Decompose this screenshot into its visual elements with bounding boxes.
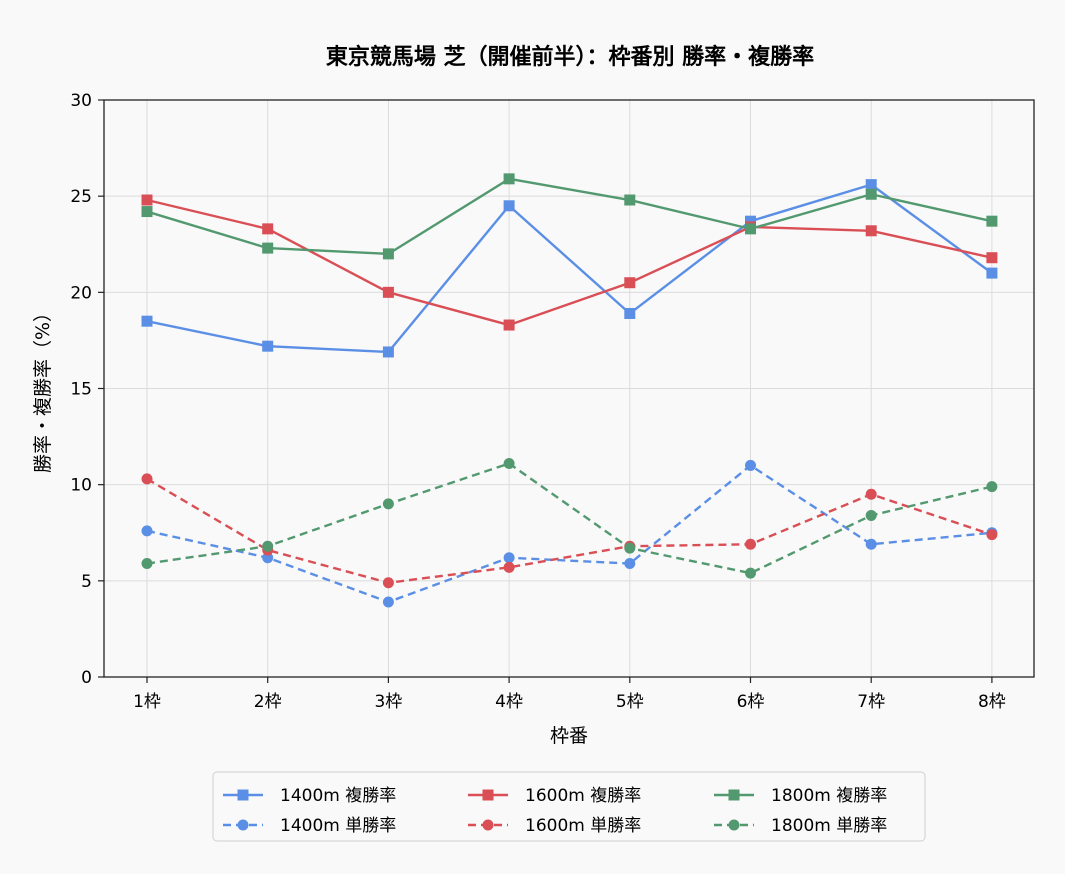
series-layer	[141, 173, 998, 608]
data-point	[503, 200, 515, 212]
data-point	[745, 459, 756, 471]
series-5	[141, 458, 998, 579]
data-point	[986, 252, 998, 264]
data-point	[865, 225, 877, 237]
y-tick-label: 25	[70, 187, 92, 207]
series-line	[146, 477, 993, 584]
y-tick-label: 30	[70, 91, 92, 111]
legend-marker	[728, 789, 740, 801]
data-point	[865, 509, 877, 521]
x-tick-label: 7枠	[857, 692, 885, 712]
legend-item: 1800m 単勝率	[714, 816, 887, 836]
data-point	[745, 538, 756, 550]
series-4	[141, 173, 998, 260]
data-point	[262, 540, 274, 552]
series-line	[146, 177, 993, 256]
data-point	[745, 223, 756, 235]
legend-label: 1400m 単勝率	[280, 816, 396, 836]
x-tick-label: 4枠	[495, 692, 523, 712]
data-point	[382, 596, 394, 608]
x-tick-label: 3枠	[374, 692, 402, 712]
data-point	[986, 267, 998, 279]
legend-label: 1600m 単勝率	[525, 816, 641, 836]
series-1	[141, 459, 998, 608]
series-line	[146, 183, 993, 354]
legend-item: 1800m 複勝率	[714, 786, 887, 806]
data-point	[745, 567, 756, 579]
data-point	[624, 542, 636, 554]
data-point	[624, 307, 636, 319]
series-line	[146, 198, 993, 327]
legend-box	[212, 771, 926, 842]
data-point	[262, 242, 274, 254]
data-point	[141, 525, 153, 537]
x-tick-label: 5枠	[616, 692, 644, 712]
data-point	[986, 481, 998, 493]
data-point	[141, 558, 153, 570]
y-axis-label: 勝率・複勝率（%）	[32, 303, 54, 473]
data-point	[745, 215, 756, 227]
legend-label: 1400m 複勝率	[280, 786, 396, 806]
data-point	[624, 194, 636, 206]
data-point	[382, 248, 394, 260]
series-line	[146, 464, 993, 604]
legend-label: 1800m 単勝率	[771, 816, 887, 836]
legend-marker	[237, 819, 249, 831]
data-point	[865, 188, 877, 200]
x-tick-label: 2枠	[254, 692, 282, 712]
legend-item: 1600m 単勝率	[468, 816, 641, 836]
series-2	[141, 194, 998, 331]
y-tick-label: 10	[70, 476, 92, 496]
y-tick-label: 5	[81, 572, 92, 592]
data-point	[503, 173, 515, 185]
data-point	[262, 223, 274, 235]
chart-title: 東京競馬場 芝（開催前半）：枠番別 勝率・複勝率	[326, 44, 814, 70]
y-tick-label: 0	[81, 668, 92, 688]
data-point	[624, 277, 636, 289]
data-point	[141, 194, 153, 206]
data-point	[865, 179, 877, 191]
data-point	[624, 558, 636, 570]
data-point	[503, 552, 515, 564]
data-point	[141, 315, 153, 327]
data-point	[141, 473, 153, 485]
series-line	[146, 462, 993, 575]
legend-label: 1800m 複勝率	[771, 786, 887, 806]
data-point	[262, 552, 274, 564]
legend-item: 1400m 単勝率	[223, 816, 396, 836]
y-tick-label: 20	[70, 283, 92, 303]
data-point	[503, 458, 515, 470]
y-tick-label: 15	[70, 380, 92, 400]
data-point	[986, 529, 998, 541]
data-point	[865, 538, 877, 550]
data-point	[141, 206, 153, 218]
x-tick-label: 6枠	[737, 692, 765, 712]
x-axis-label: 枠番	[550, 725, 588, 747]
data-point	[865, 488, 877, 500]
data-point	[382, 346, 394, 358]
y-axis: 0 5 10 15 20 25 30	[70, 91, 104, 688]
data-point	[503, 319, 515, 331]
series-0	[141, 179, 998, 358]
legend-item: 1400m 複勝率	[223, 786, 396, 806]
legend-label: 1600m 複勝率	[525, 786, 641, 806]
legend-marker	[237, 789, 249, 801]
data-point	[262, 340, 274, 352]
legend-item: 1600m 複勝率	[468, 786, 641, 806]
legend-marker	[482, 819, 494, 831]
data-point	[503, 561, 515, 573]
data-point	[382, 577, 394, 589]
legend: 1400m 複勝率 1400m 単勝率 1600m 複勝率 1600m 単勝率 1800…	[212, 771, 926, 842]
x-tick-label: 8枠	[978, 692, 1006, 712]
data-point	[382, 498, 394, 510]
legend-marker	[482, 789, 494, 801]
data-point	[382, 286, 394, 298]
x-axis: 1枠 2枠 3枠 4枠 5枠 6枠 7枠 8枠	[133, 677, 1006, 712]
x-tick-label: 1枠	[133, 692, 161, 712]
legend-marker	[728, 819, 740, 831]
data-point	[986, 215, 998, 227]
